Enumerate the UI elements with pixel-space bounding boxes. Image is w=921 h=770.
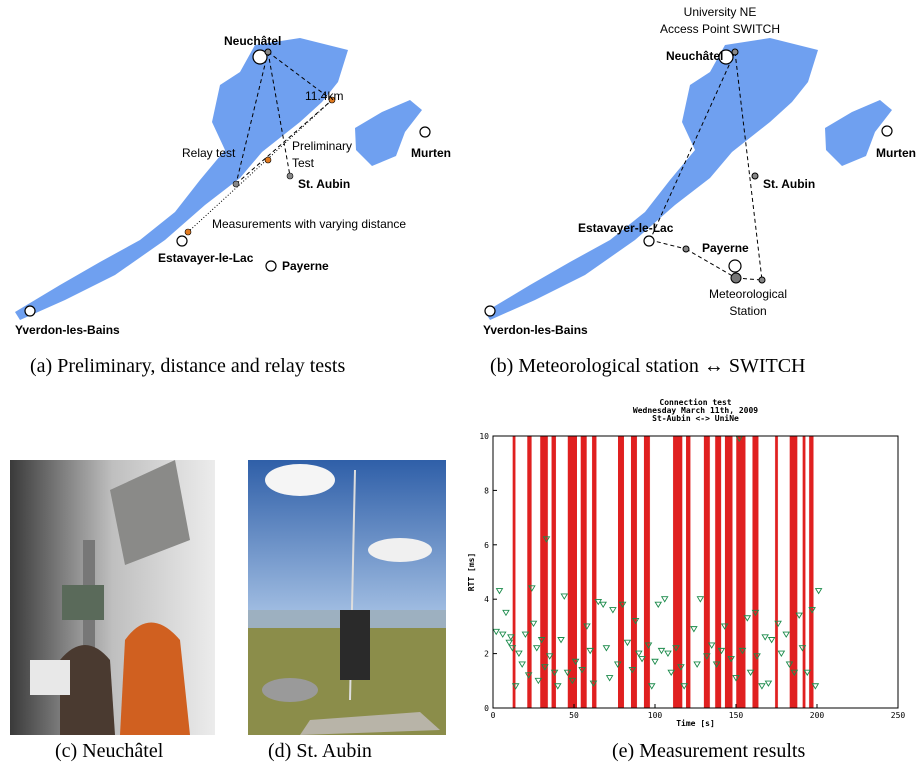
outage-band bbox=[789, 436, 797, 708]
map-label: Access Point SWITCH bbox=[660, 22, 780, 36]
point bbox=[534, 646, 540, 651]
outage-band bbox=[540, 436, 548, 708]
map-label: Estavayer-le-Lac bbox=[158, 251, 254, 265]
point bbox=[519, 662, 525, 667]
x-axis-label: Time [s] bbox=[676, 718, 715, 728]
map-label: Preliminary bbox=[292, 139, 352, 153]
map-label: St. Aubin bbox=[298, 177, 350, 191]
map-label: Neuchâtel bbox=[224, 34, 281, 48]
outage-band bbox=[512, 436, 515, 708]
caption: (a) Preliminary, distance and relay test… bbox=[30, 355, 345, 377]
point bbox=[561, 594, 567, 599]
point bbox=[697, 597, 703, 602]
outage-band bbox=[644, 436, 650, 708]
point bbox=[493, 629, 499, 634]
outage-band bbox=[592, 436, 597, 708]
outage-band bbox=[736, 436, 746, 708]
map-label: Neuchâtel bbox=[666, 49, 723, 63]
map-label: Test bbox=[292, 156, 315, 170]
y-tick-label: 4 bbox=[484, 595, 489, 604]
outage-band bbox=[673, 436, 683, 708]
y-tick-label: 10 bbox=[479, 432, 489, 441]
point bbox=[778, 651, 784, 656]
caption: (e) Measurement results bbox=[612, 740, 805, 762]
figure: Connection testWednesday March 11th, 200… bbox=[0, 0, 921, 770]
outage-band bbox=[618, 436, 624, 708]
y-tick-label: 0 bbox=[484, 704, 489, 713]
map-b bbox=[485, 38, 892, 320]
point bbox=[496, 589, 502, 594]
outage-band bbox=[752, 436, 758, 708]
point bbox=[759, 684, 765, 689]
outage-band bbox=[568, 436, 578, 708]
outage-band bbox=[715, 436, 721, 708]
map-label: Yverdon-les-Bains bbox=[483, 323, 588, 337]
point bbox=[762, 635, 768, 640]
map-label: Measurements with varying distance bbox=[212, 217, 406, 231]
outage-band bbox=[809, 436, 814, 708]
point bbox=[769, 638, 775, 643]
map-label: Murten bbox=[411, 146, 451, 160]
map-a bbox=[15, 38, 430, 320]
point bbox=[600, 602, 606, 607]
point bbox=[816, 589, 822, 594]
outage-band bbox=[686, 436, 691, 708]
point bbox=[500, 632, 506, 637]
photo-d bbox=[248, 460, 446, 735]
map-label: Yverdon-les-Bains bbox=[15, 323, 120, 337]
point bbox=[506, 640, 512, 645]
outage-band bbox=[551, 436, 556, 708]
map-label: Payerne bbox=[282, 259, 329, 273]
caption: (b) Meteorological station ↔ SWITCH bbox=[490, 355, 806, 377]
caption: (c) Neuchâtel bbox=[55, 740, 164, 762]
y-tick-label: 2 bbox=[484, 650, 489, 659]
point bbox=[607, 676, 613, 681]
chart-title: St-Aubin <-> UniNe bbox=[652, 413, 739, 423]
map-label: Relay test bbox=[182, 146, 236, 160]
map-label: Station bbox=[729, 304, 766, 318]
y-axis-label: RTT [ms] bbox=[467, 553, 476, 592]
point bbox=[694, 662, 700, 667]
x-tick-label: 200 bbox=[810, 711, 825, 720]
point bbox=[783, 632, 789, 637]
outage-band bbox=[775, 436, 778, 708]
caption: (d) St. Aubin bbox=[268, 740, 372, 762]
point bbox=[655, 602, 661, 607]
outage-band bbox=[725, 436, 733, 708]
x-tick-label: 250 bbox=[891, 711, 906, 720]
map-label: Meteorological bbox=[709, 287, 787, 301]
map-label: Estavayer-le-Lac bbox=[578, 221, 674, 235]
point bbox=[603, 646, 609, 651]
y-tick-label: 6 bbox=[484, 541, 489, 550]
outage-band bbox=[527, 436, 532, 708]
point bbox=[658, 648, 664, 653]
point bbox=[558, 638, 564, 643]
point bbox=[610, 608, 616, 613]
map-label: University NE bbox=[684, 5, 757, 19]
point bbox=[624, 640, 630, 645]
map-label: 11.4km bbox=[305, 89, 343, 103]
x-tick-label: 100 bbox=[648, 711, 663, 720]
point bbox=[765, 681, 771, 686]
point bbox=[503, 610, 509, 615]
x-tick-label: 150 bbox=[729, 711, 744, 720]
point bbox=[662, 597, 668, 602]
point bbox=[691, 627, 697, 632]
point bbox=[516, 651, 522, 656]
map-label: St. Aubin bbox=[763, 177, 815, 191]
outage-band bbox=[704, 436, 710, 708]
photo-c bbox=[10, 460, 215, 735]
map-label: Murten bbox=[876, 146, 916, 160]
x-tick-label: 50 bbox=[569, 711, 579, 720]
outage-band bbox=[802, 436, 805, 708]
map-label: Payerne bbox=[702, 241, 749, 255]
y-tick-label: 8 bbox=[484, 486, 489, 495]
x-tick-label: 0 bbox=[491, 711, 496, 720]
point bbox=[652, 659, 658, 664]
point bbox=[665, 651, 671, 656]
